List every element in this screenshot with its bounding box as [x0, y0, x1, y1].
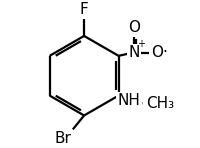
Text: O: O	[128, 20, 140, 35]
Text: Br: Br	[55, 131, 71, 146]
Text: O·: O·	[151, 45, 168, 60]
Text: F: F	[80, 2, 88, 17]
Text: +: +	[137, 39, 145, 49]
Text: N: N	[128, 45, 139, 60]
Text: NH: NH	[118, 93, 141, 108]
Text: CH₃: CH₃	[146, 96, 174, 111]
